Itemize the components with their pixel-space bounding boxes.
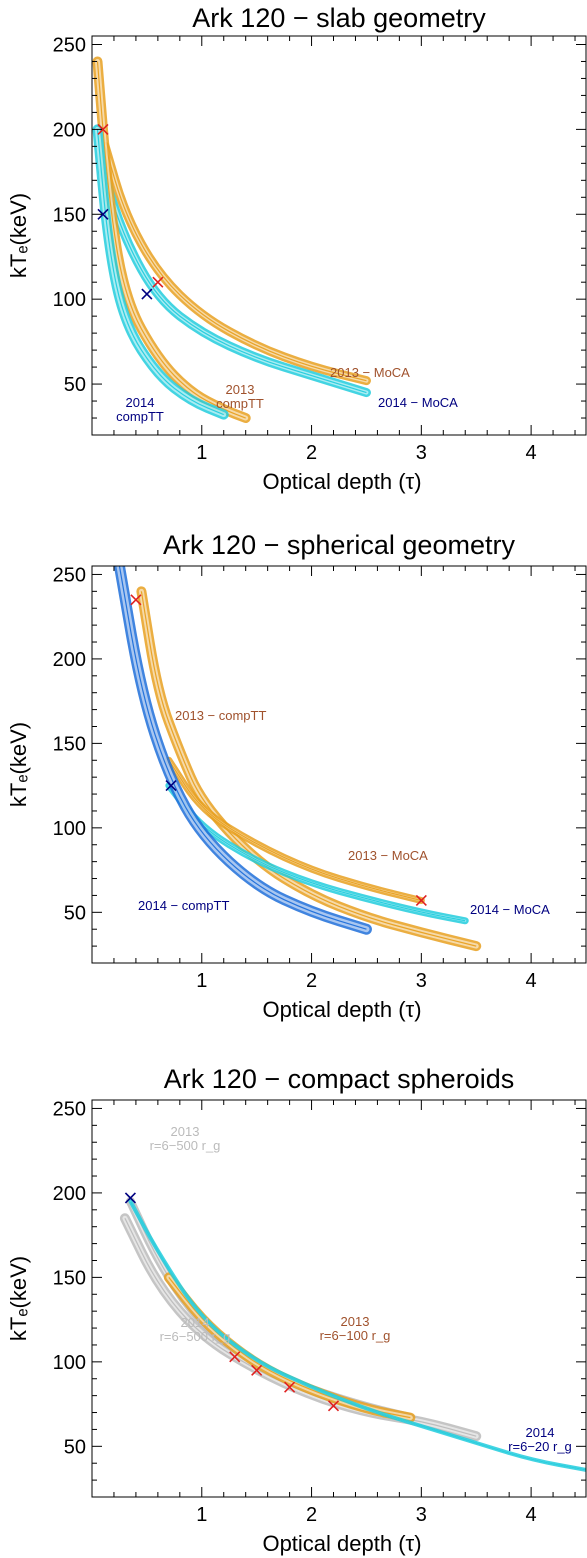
contour-line-4 — [118, 566, 367, 930]
best-fit-marker — [152, 276, 164, 288]
contour-line-1 — [104, 146, 367, 382]
x-tick-label: 3 — [416, 1504, 427, 1526]
y-tick-label: 150 — [53, 204, 86, 226]
y-axis-label: kTₑ(keV) — [6, 193, 31, 278]
x-tick-label: 1 — [196, 970, 207, 992]
y-tick-label: 250 — [53, 1098, 86, 1120]
best-fit-marker — [130, 594, 142, 606]
series-label: 2014 — [181, 1315, 210, 1330]
x-tick-label: 3 — [416, 442, 427, 464]
chart-panel-3: Ark 120 − compact spheroids 1 2 3 4 50 100 150 2… — [6, 1064, 587, 1556]
y-tick-label: 50 — [64, 902, 86, 924]
contour-band-inner-2 — [122, 1215, 479, 1439]
x-tick-label: 2 — [306, 1504, 317, 1526]
series-label: r=6−100 r_g — [320, 1328, 391, 1343]
y-tick-label: 50 — [64, 374, 86, 396]
y-tick-label: 50 — [64, 1436, 86, 1458]
best-fit-marker — [141, 288, 153, 300]
x-tick-label: 2 — [306, 442, 317, 464]
y-tick-label: 250 — [53, 564, 86, 586]
x-tick-label: 1 — [196, 442, 207, 464]
plot-area — [113, 566, 482, 952]
best-fit-marker — [97, 208, 109, 220]
x-tick-label: 4 — [526, 970, 537, 992]
series-label: 2014 — [126, 395, 155, 410]
y-axis-label: kTₑ(keV) — [6, 722, 31, 807]
y-tick-label: 100 — [53, 289, 86, 311]
x-axis-label: Optical depth (τ) — [262, 997, 421, 1022]
x-tick-label: 3 — [416, 970, 427, 992]
best-fit-marker — [284, 1381, 296, 1393]
series-label: r=6−500 r_g — [150, 1138, 221, 1153]
plot-frame — [91, 565, 587, 964]
series-label: 2013 — [171, 1124, 200, 1139]
series-label: 2013 − compTT — [175, 708, 266, 723]
plot-area — [92, 56, 371, 424]
best-fit-marker — [97, 123, 109, 135]
chart-panel-2: Ark 120 − spherical geometry 1 2 3 4 50 100 150… — [6, 530, 587, 1022]
best-fit-marker — [251, 1364, 263, 1376]
series-label: 2014 − MoCA — [378, 395, 458, 410]
x-tick-label: 2 — [306, 970, 317, 992]
y-tick-label: 150 — [53, 733, 86, 755]
best-fit-marker — [165, 780, 177, 792]
x-tick-label: 1 — [196, 1504, 207, 1526]
y-tick-label: 200 — [53, 1183, 86, 1205]
y-tick-label: 150 — [53, 1267, 86, 1289]
contour-band-3 — [92, 56, 251, 424]
y-tick-label: 250 — [53, 34, 86, 56]
contour-line-4 — [96, 129, 224, 416]
chart-title: Ark 120 − spherical geometry — [163, 530, 515, 560]
best-fit-marker — [327, 1400, 340, 1412]
best-fit-marker — [124, 1192, 136, 1204]
contour-band-2 — [119, 1213, 482, 1442]
contour-line-4 — [129, 1201, 586, 1471]
y-tick-label: 100 — [53, 818, 86, 840]
plot-frame — [91, 35, 587, 436]
x-axis-label: Optical depth (τ) — [262, 469, 421, 494]
contour-band-3 — [163, 1272, 416, 1423]
chart-title: Ark 120 − compact spheroids — [164, 1064, 514, 1094]
series-label: 2014 — [526, 1425, 555, 1440]
contour-line-1 — [140, 591, 477, 947]
y-axis-label: kTₑ(keV) — [6, 1256, 31, 1341]
chart-title: Ark 120 − slab geometry — [192, 3, 486, 33]
best-fit-marker — [229, 1351, 241, 1363]
series-label: 2013 — [226, 382, 255, 397]
x-tick-label: 4 — [526, 1504, 537, 1526]
contour-band-inner-3 — [166, 1274, 413, 1421]
series-label: r=6−20 r_g — [508, 1439, 572, 1454]
x-tick-label: 4 — [526, 442, 537, 464]
plot-frame — [91, 1099, 587, 1498]
y-tick-label: 100 — [53, 1352, 86, 1374]
y-tick-label: 200 — [53, 649, 86, 671]
y-tick-label: 200 — [53, 119, 86, 141]
chart-panel-1: Ark 120 − slab geometry 1 2 3 4 50 100 150 200 25… — [6, 3, 587, 494]
contour-line-2 — [168, 759, 422, 902]
series-label: compTT — [116, 409, 164, 424]
series-label: 2013 − MoCA — [330, 365, 410, 380]
series-label: 2013 — [341, 1314, 370, 1329]
series-label: r=6−500 r_g — [160, 1329, 231, 1344]
contour-line-3 — [168, 1277, 411, 1419]
series-label: compTT — [216, 396, 264, 411]
contour-line-2 — [124, 1217, 477, 1437]
series-label: 2014 − MoCA — [470, 902, 550, 917]
best-fit-marker — [415, 894, 427, 907]
series-label: 2013 − MoCA — [348, 848, 428, 863]
x-axis-label: Optical depth (τ) — [262, 1531, 421, 1556]
plot-area — [119, 1192, 586, 1472]
series-label: 2014 − compTT — [138, 898, 229, 913]
